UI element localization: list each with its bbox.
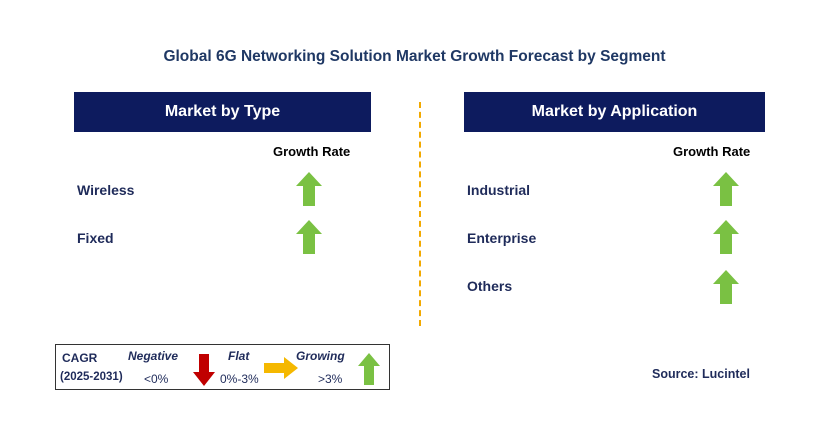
type-item-wireless: Wireless [77, 182, 135, 198]
growth-rate-label-application: Growth Rate [673, 144, 751, 159]
up-arrow-icon [713, 270, 739, 304]
application-item-enterprise: Enterprise [467, 230, 537, 246]
type-item-fixed: Fixed [77, 230, 114, 246]
panel-header-application: Market by Application [464, 92, 765, 132]
legend-growing-range: >3% [318, 372, 343, 386]
down-arrow-icon [193, 354, 215, 386]
legend-period: (2025-2031) [60, 371, 123, 383]
legend-negative-range: <0% [144, 372, 169, 386]
panel-header-type: Market by Type [74, 92, 371, 132]
chart-title: Global 6G Networking Solution Market Gro… [163, 48, 666, 65]
application-item-others: Others [467, 278, 513, 294]
legend-negative-label: Negative [128, 349, 179, 363]
up-arrow-icon [358, 353, 380, 385]
panel-divider [419, 102, 421, 326]
source-note: Source: Lucintel [652, 367, 750, 381]
legend-flat-range: 0%-3% [220, 372, 259, 386]
legend-cagr-label: CAGR [62, 351, 98, 365]
cagr-legend: CAGR (2025-2031) Negative <0% Flat 0%-3%… [55, 344, 390, 390]
growth-rate-label-type: Growth Rate [273, 144, 351, 159]
right-arrow-icon [264, 357, 298, 379]
legend-flat-label: Flat [228, 349, 250, 363]
application-item-industrial: Industrial [467, 182, 531, 198]
up-arrow-icon [713, 220, 739, 254]
up-arrow-icon [296, 172, 322, 206]
legend-growing-label: Growing [296, 349, 345, 363]
up-arrow-icon [713, 172, 739, 206]
up-arrow-icon [296, 220, 322, 254]
